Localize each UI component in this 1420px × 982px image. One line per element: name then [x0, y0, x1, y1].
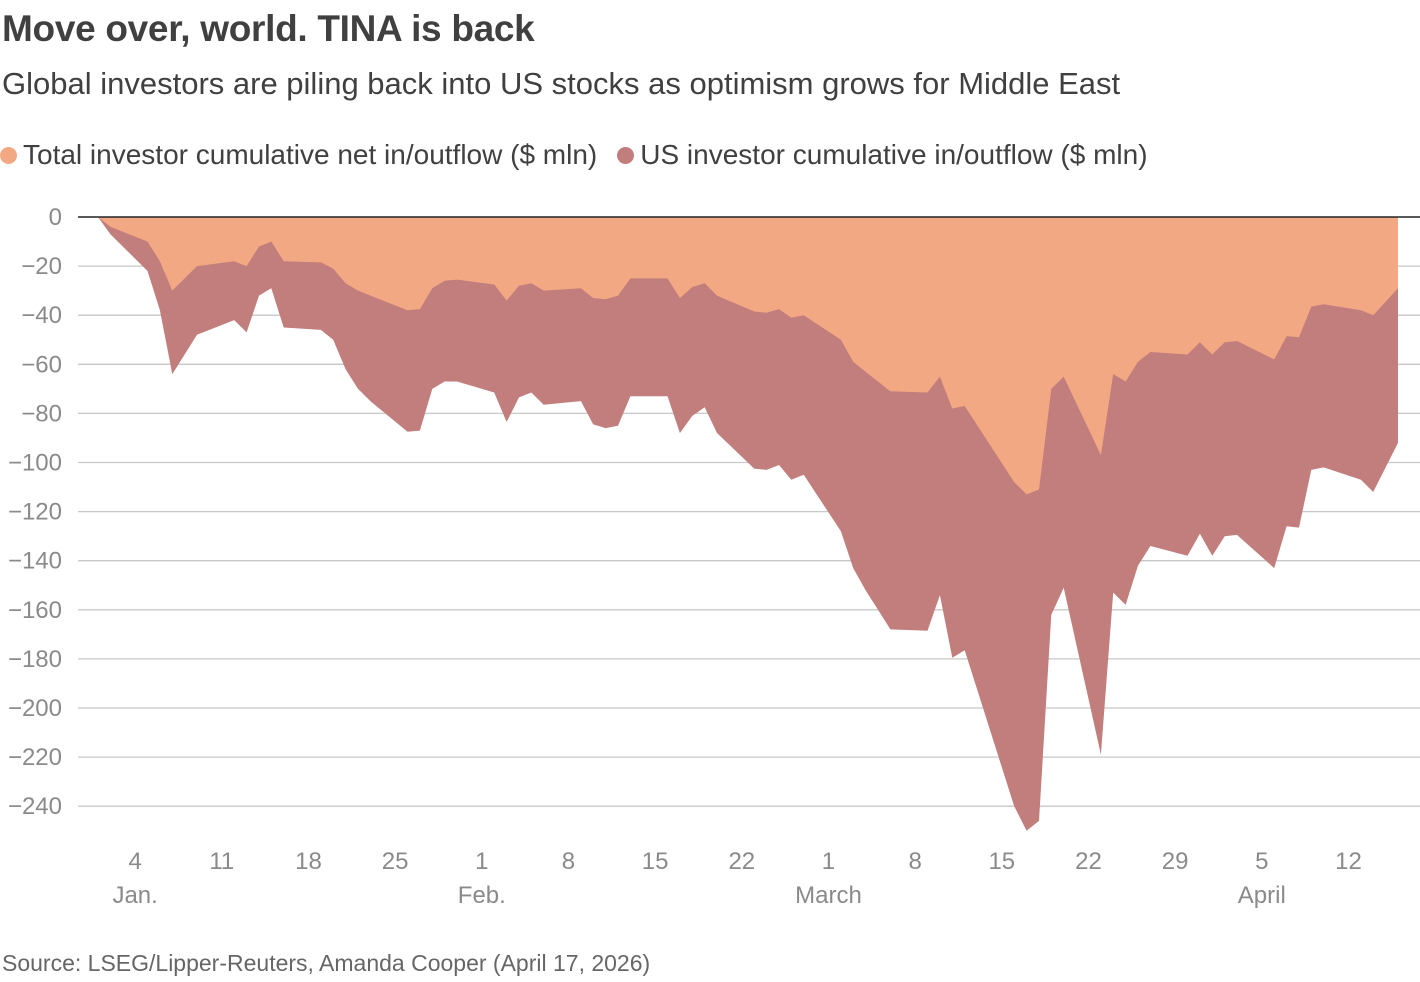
y-tick-label: −20	[21, 253, 62, 280]
x-tick-label: 1	[475, 848, 488, 875]
areas	[98, 217, 1398, 831]
chart-subtitle: Global investors are piling back into US…	[2, 66, 1121, 101]
y-tick-label: −80	[21, 400, 62, 427]
y-tick-label: −40	[21, 302, 62, 329]
area-chart: 0 −20 −40 −60 −80 −100 −120 −140 −160 −180 −200 −22…	[8, 204, 1420, 909]
y-tick-label: −240	[8, 793, 62, 820]
legend-label-total: Total investor cumulative net in/outflow…	[23, 139, 598, 170]
x-tick-label: 15	[642, 848, 669, 875]
legend-swatch-total	[0, 146, 17, 164]
x-tick-label: 8	[562, 848, 575, 875]
y-tick-label: −60	[21, 351, 62, 378]
y-tick-label: −120	[8, 499, 62, 526]
x-tick-label: 8	[908, 848, 921, 875]
series-area-total	[98, 217, 1398, 495]
y-tick-label: −180	[8, 646, 62, 673]
x-month-label: April	[1238, 882, 1286, 909]
x-tick-label: 11	[209, 848, 234, 875]
y-axis-ticks: 0 −20 −40 −60 −80 −100 −120 −140 −160 −180 −200 −22…	[8, 204, 62, 820]
y-tick-label: −220	[8, 744, 62, 771]
x-tick-label: 1	[822, 848, 835, 875]
y-tick-label: −160	[8, 597, 62, 624]
x-tick-label: 18	[295, 848, 322, 875]
legend-item-us: US investor cumulative in/outflow ($ mln…	[617, 139, 1148, 171]
legend: Total investor cumulative net in/outflow…	[0, 139, 1168, 171]
x-tick-label: 29	[1162, 848, 1189, 875]
x-tick-label: 22	[1075, 848, 1102, 875]
y-tick-label: −140	[8, 548, 62, 575]
x-tick-label: 25	[382, 848, 409, 875]
y-tick-label: −100	[8, 450, 62, 477]
chart-title: Move over, world. TINA is back	[2, 8, 535, 49]
x-month-label: Jan.	[112, 882, 157, 909]
x-tick-label: 15	[988, 848, 1015, 875]
x-month-label: March	[795, 882, 862, 909]
x-tick-label: 5	[1255, 848, 1268, 875]
x-tick-label: 4	[128, 848, 141, 875]
x-month-label: Feb.	[458, 882, 506, 909]
x-tick-label: 12	[1335, 848, 1362, 875]
x-tick-label: 22	[728, 848, 755, 875]
legend-label-us: US investor cumulative in/outflow ($ mln…	[640, 139, 1148, 170]
legend-swatch-us	[617, 146, 635, 164]
y-tick-label: 0	[49, 204, 62, 231]
y-tick-label: −200	[8, 695, 62, 722]
source-note: Source: LSEG/Lipper-Reuters, Amanda Coop…	[2, 950, 651, 976]
legend-item-total: Total investor cumulative net in/outflow…	[0, 139, 597, 171]
